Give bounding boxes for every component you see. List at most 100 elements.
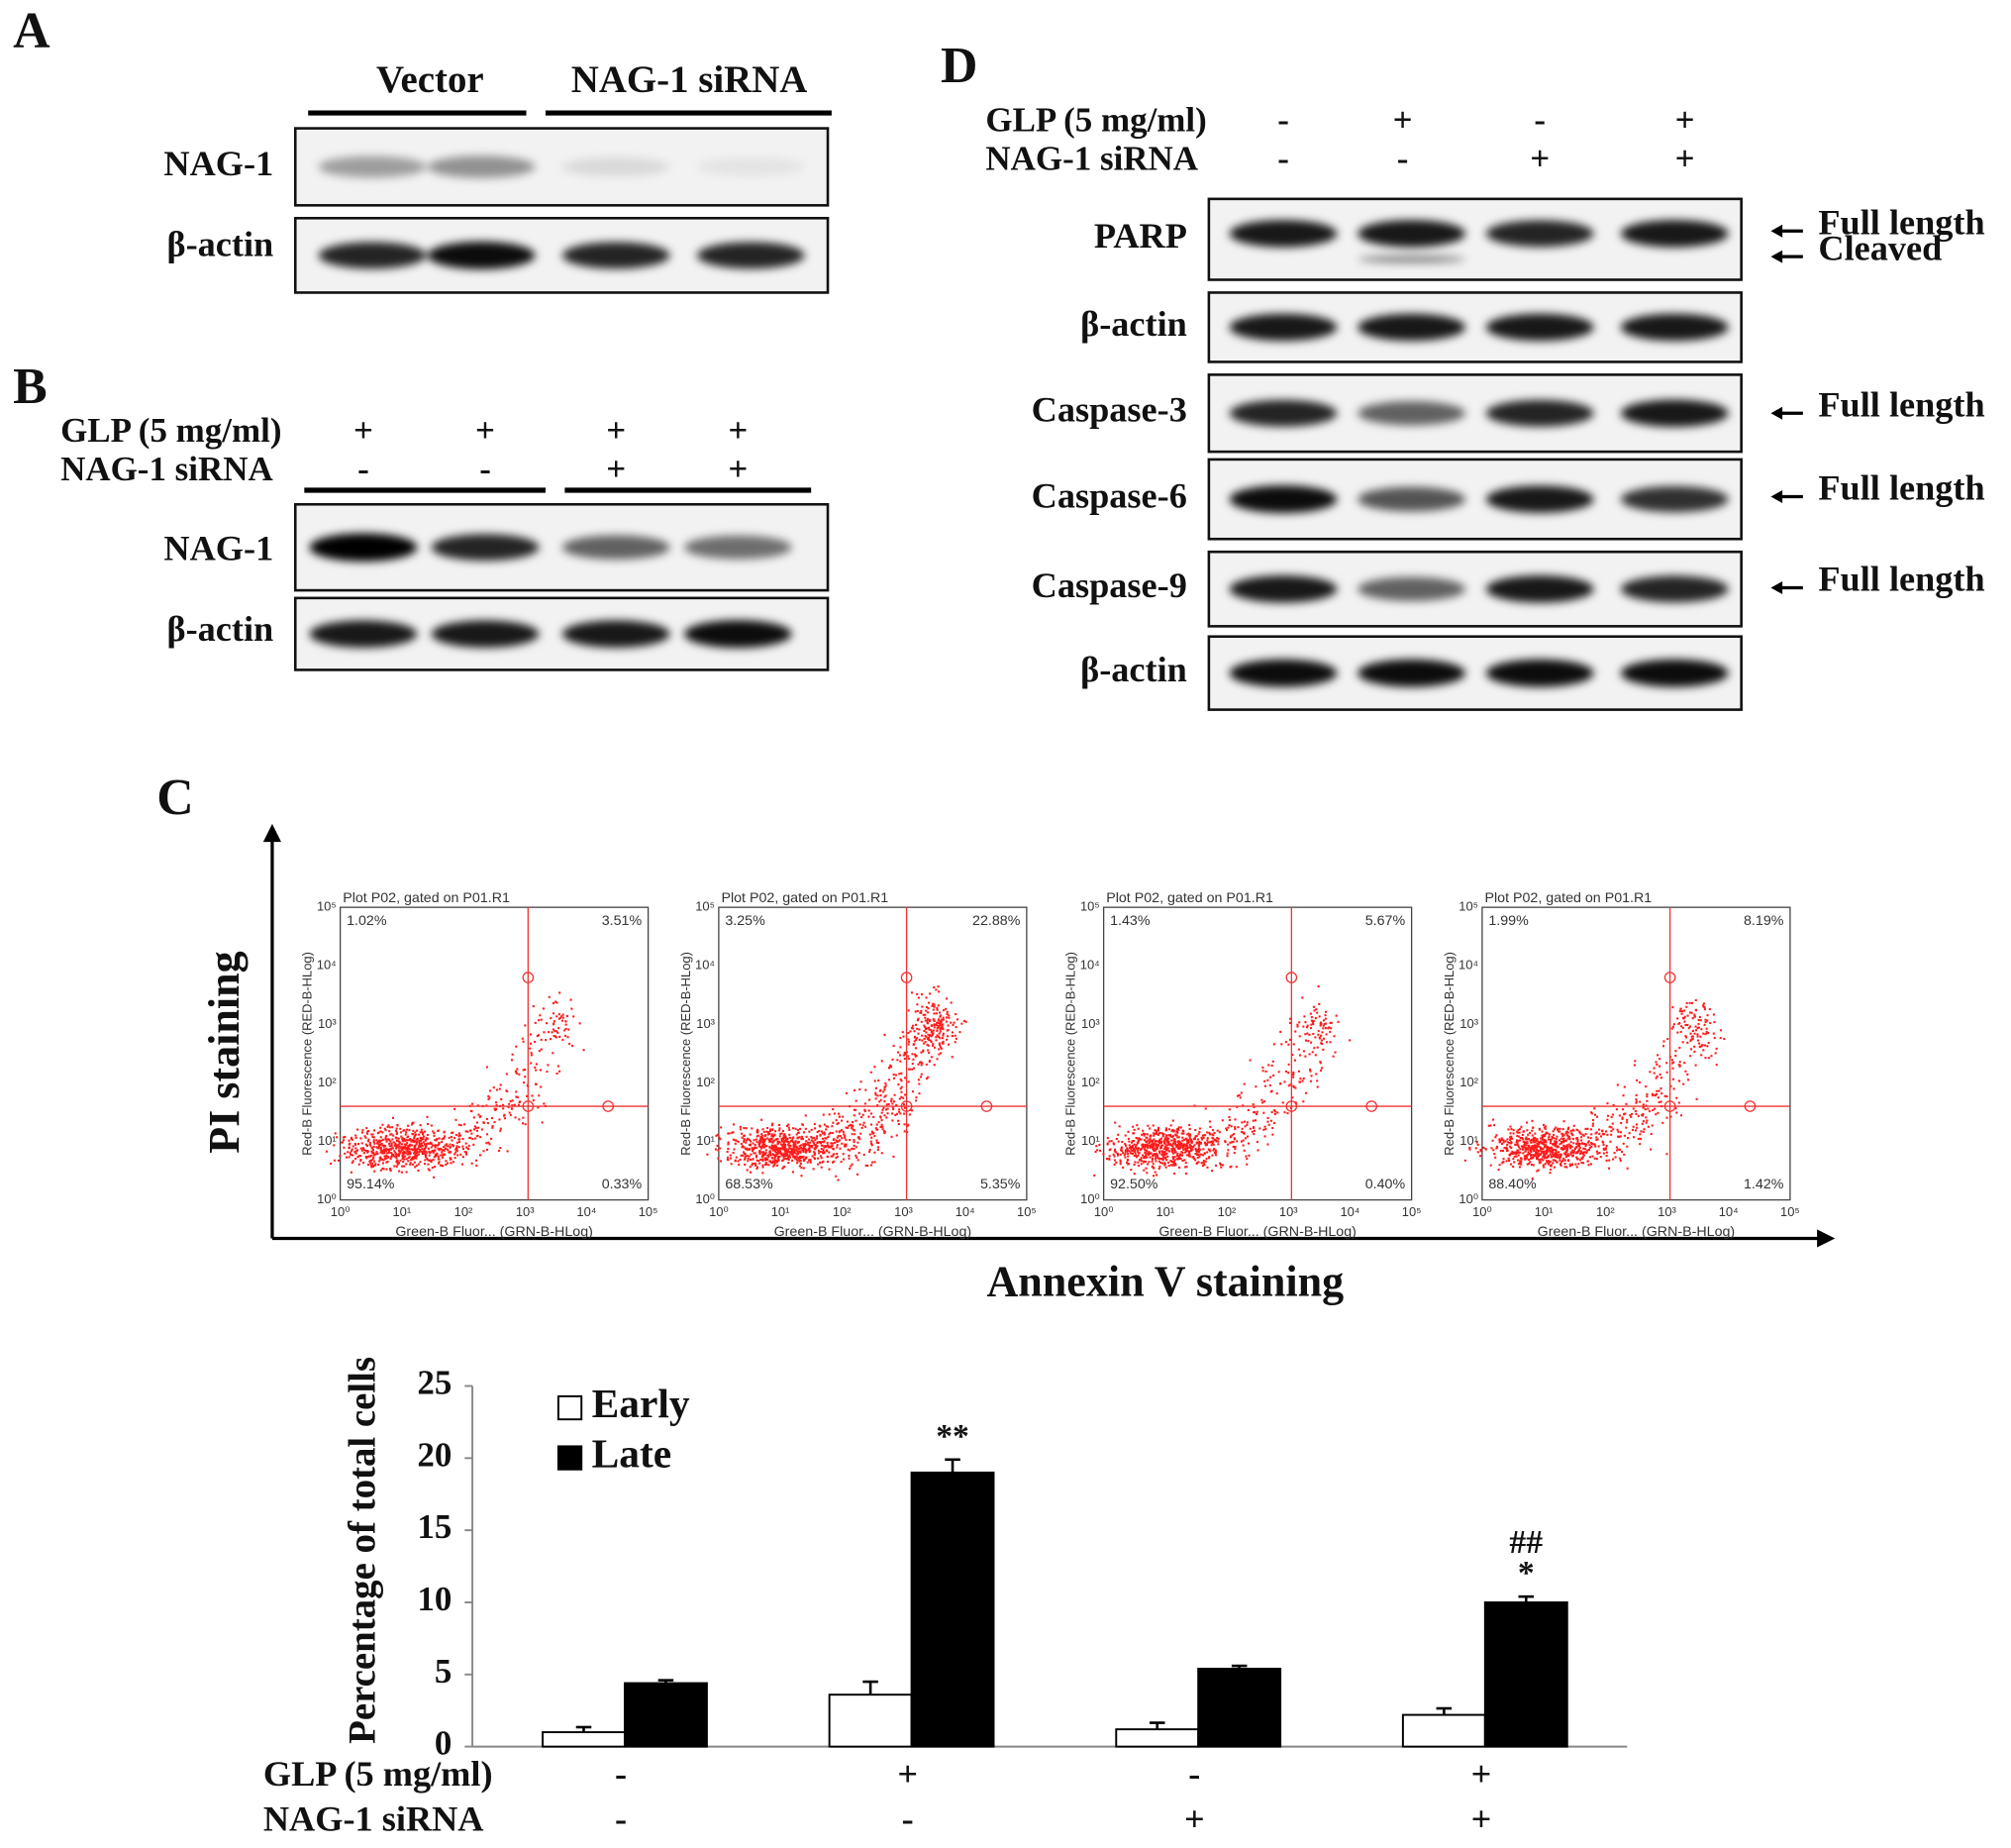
dot — [388, 1126, 391, 1129]
dot — [923, 1024, 926, 1027]
dot — [755, 1166, 759, 1169]
dot — [1158, 1165, 1161, 1168]
dot — [398, 1170, 401, 1173]
dot — [448, 1151, 451, 1154]
dot — [555, 1001, 558, 1004]
dot — [1567, 1159, 1570, 1162]
dot — [759, 1158, 762, 1161]
dot — [800, 1175, 803, 1178]
legend-label: Late — [592, 1431, 672, 1477]
dot — [553, 1034, 555, 1038]
dot — [937, 1019, 940, 1022]
dot — [729, 1154, 732, 1157]
dot — [1686, 1078, 1690, 1081]
dot — [1214, 1149, 1217, 1152]
dot — [503, 1117, 506, 1120]
row-label: β-actin — [166, 609, 273, 649]
dot — [1154, 1132, 1156, 1135]
dot — [1180, 1154, 1183, 1157]
dot — [384, 1136, 387, 1139]
dot — [1657, 1111, 1659, 1114]
dot — [800, 1135, 804, 1138]
dot — [1559, 1141, 1563, 1144]
dot — [1549, 1149, 1552, 1152]
dot — [1655, 1113, 1658, 1116]
dot — [444, 1135, 447, 1138]
dot — [924, 1026, 927, 1029]
dot — [1151, 1146, 1155, 1149]
dot — [1693, 1013, 1696, 1016]
dot — [760, 1133, 763, 1136]
arrow-label: Full length — [1818, 384, 1984, 424]
dot — [425, 1137, 428, 1140]
dot — [771, 1162, 774, 1165]
condition-sign: - — [357, 450, 369, 488]
dot — [401, 1149, 404, 1152]
dot — [548, 1031, 551, 1034]
dot — [845, 1145, 848, 1148]
dot — [413, 1141, 416, 1144]
blot-bands — [1229, 485, 1729, 514]
plot-tick: 10¹ — [1156, 1204, 1174, 1219]
dot — [1525, 1141, 1528, 1144]
dot — [1178, 1153, 1181, 1156]
dot — [1530, 1141, 1533, 1144]
dot — [362, 1162, 365, 1165]
dot — [540, 1038, 543, 1041]
dot — [553, 1030, 556, 1033]
dot — [395, 1157, 398, 1160]
dot — [325, 1150, 328, 1153]
dot — [1703, 1006, 1706, 1009]
dot — [1194, 1159, 1197, 1162]
bar — [1115, 1728, 1200, 1748]
dot — [1127, 1163, 1130, 1166]
dot — [807, 1143, 810, 1146]
dot — [1672, 1023, 1675, 1026]
dot — [524, 1024, 527, 1027]
dot — [1150, 1139, 1153, 1142]
dot — [1552, 1130, 1555, 1133]
dot — [1565, 1144, 1568, 1147]
dot — [1666, 1038, 1669, 1041]
dot — [1690, 1011, 1693, 1014]
dot — [1555, 1155, 1558, 1158]
dot — [1548, 1147, 1551, 1150]
dot — [907, 1057, 910, 1061]
dot — [1133, 1154, 1136, 1158]
dot — [739, 1158, 742, 1161]
dot — [457, 1146, 460, 1149]
dot — [1179, 1126, 1182, 1129]
dot — [1324, 1022, 1327, 1025]
dot — [810, 1128, 813, 1131]
dot — [1263, 1135, 1266, 1138]
dot — [468, 1129, 472, 1132]
dot — [882, 1090, 885, 1093]
dot — [1662, 1040, 1665, 1043]
dot — [387, 1151, 390, 1154]
dot — [945, 1007, 948, 1010]
dot — [454, 1148, 457, 1151]
dot — [786, 1157, 789, 1160]
dot — [938, 1018, 941, 1021]
dot — [1557, 1127, 1559, 1130]
dot — [799, 1151, 802, 1154]
dot — [1167, 1141, 1170, 1144]
dot — [1559, 1164, 1562, 1167]
dot — [1531, 1134, 1534, 1137]
dot — [1545, 1160, 1549, 1163]
dot — [1531, 1119, 1534, 1122]
dot — [378, 1143, 381, 1146]
dot — [754, 1164, 757, 1167]
dot — [805, 1143, 808, 1146]
dot — [1159, 1141, 1162, 1145]
dot — [796, 1128, 799, 1131]
dot — [1186, 1133, 1189, 1136]
dot — [433, 1156, 436, 1159]
dot — [1591, 1155, 1594, 1158]
dot — [842, 1115, 845, 1118]
dot — [900, 1095, 903, 1098]
dot — [920, 1051, 923, 1054]
dot — [1550, 1164, 1553, 1167]
dot — [858, 1138, 861, 1141]
dot — [848, 1157, 851, 1160]
